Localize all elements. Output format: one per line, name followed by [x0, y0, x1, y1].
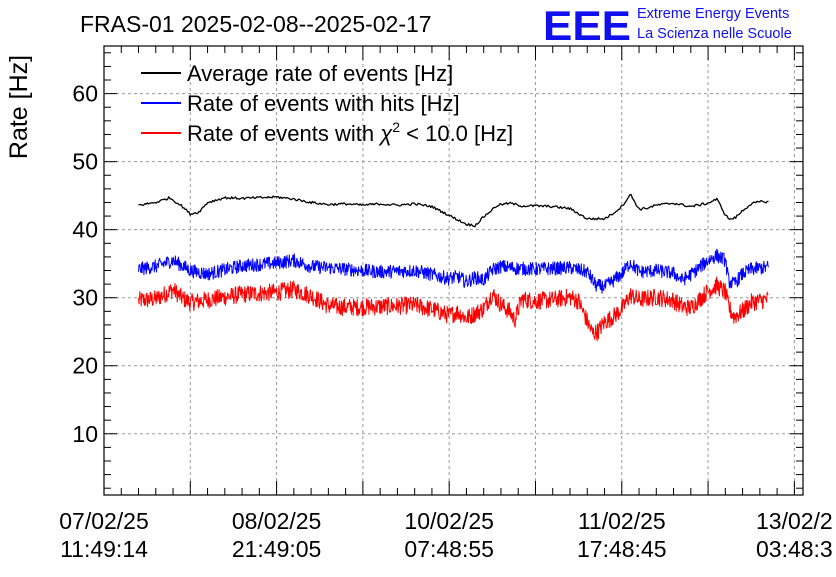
legend-chi2-prefix: Rate of events with	[187, 121, 380, 146]
logo-line-2: La Scienza nelle Scuole	[637, 26, 792, 42]
eee-logo: EEE Extreme Energy Events La Scienza nel…	[543, 2, 792, 49]
y-tick-label: 10	[72, 421, 98, 447]
x-tick-label-time: 07:48:55	[404, 536, 494, 562]
y-tick-label: 40	[72, 217, 98, 243]
y-tick-label: 30	[72, 285, 98, 311]
x-tick-label-time: 03:48:3	[756, 536, 833, 562]
legend-chi2-suffix: < 10.0 [Hz]	[400, 121, 513, 146]
series-lines	[138, 194, 769, 342]
series-line-average	[138, 194, 769, 228]
x-tick-label-date: 11/02/25	[578, 508, 666, 534]
y-tick-label: 60	[72, 81, 98, 107]
legend-label-average: Average rate of events [Hz]	[187, 61, 453, 86]
x-tick-label-time: 11:49:14	[60, 536, 148, 562]
x-tick-label-date: 07/02/25	[59, 508, 149, 534]
chart-title: FRAS-01 2025-02-08--2025-02-17	[80, 11, 432, 37]
series-line-hits	[138, 248, 769, 294]
x-tick-label-date: 08/02/25	[232, 508, 322, 534]
series-line-chi2	[138, 276, 769, 342]
legend-chi-symbol: χ	[378, 121, 393, 146]
logo-line-1: Extreme Energy Events	[637, 6, 789, 22]
x-tick-label-date: 13/02/2	[756, 508, 833, 534]
x-tick-label-time: 21:49:05	[232, 536, 322, 562]
legend-label-hits: Rate of events with hits [Hz]	[187, 91, 460, 116]
x-tick-label-date: 10/02/25	[404, 508, 494, 534]
eee-logo-text: EEE	[543, 2, 631, 49]
legend-chi-superscript: 2	[392, 119, 400, 135]
y-tick-label: 50	[72, 149, 98, 175]
y-tick-label: 20	[72, 353, 98, 379]
x-tick-label-time: 17:48:45	[577, 536, 667, 562]
legend-label-chi2: Rate of events with χ2 < 10.0 [Hz]	[187, 119, 513, 146]
legend: Average rate of events [Hz] Rate of even…	[141, 61, 513, 146]
y-axis-label: Rate [Hz]	[5, 55, 33, 159]
